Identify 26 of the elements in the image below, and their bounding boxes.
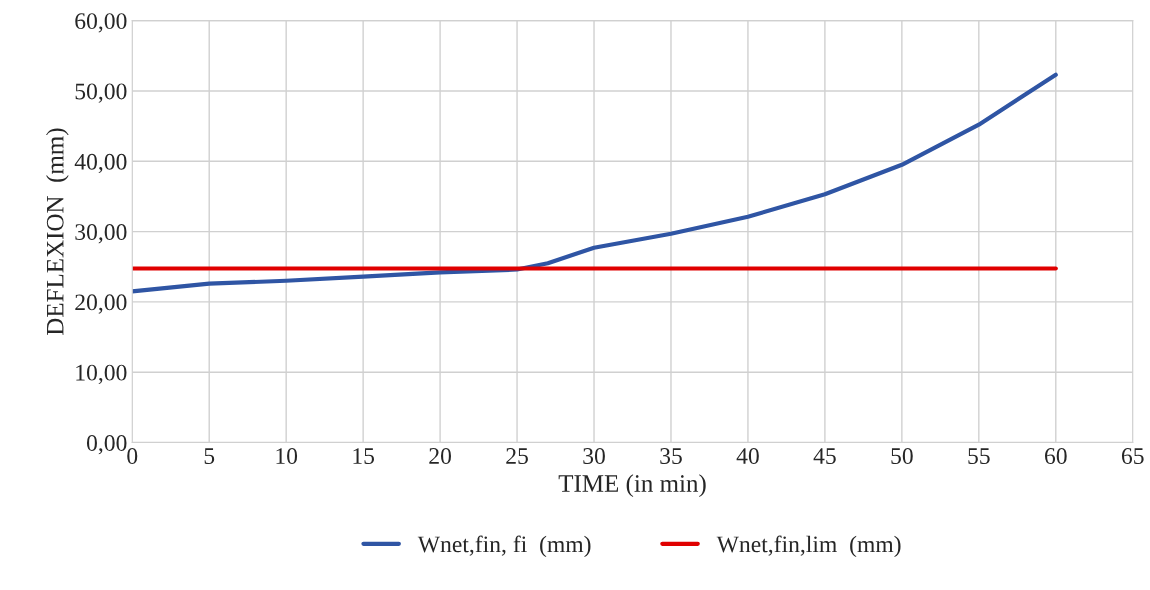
x-tick-label: 0 — [127, 448, 138, 464]
x-tick-label: 40 — [736, 448, 759, 464]
line-series — [132, 72, 1058, 294]
x-tick-label: 35 — [660, 448, 682, 464]
x-tick-label: 15 — [353, 448, 375, 464]
x-tick-label: 25 — [506, 448, 528, 464]
y-tick-label: 30,00 — [75, 224, 127, 244]
y-tick-label: 50,00 — [75, 83, 127, 103]
x-tick-label: 65 — [1121, 448, 1144, 464]
y-tick-label: 10,00 — [76, 364, 127, 385]
x-tick-label: 45 — [813, 448, 836, 464]
x-tick-label: 55 — [968, 448, 990, 464]
x-tick-label: 10 — [276, 448, 298, 464]
y-tick-label: 60,00 — [75, 13, 127, 33]
y-tick-label: 40,00 — [74, 153, 127, 174]
legend-label: Wnet,fin,lim (mm) — [716, 535, 901, 558]
x-tick-label: 50 — [891, 448, 913, 464]
x-axis-title: TIME (in min) — [558, 474, 706, 497]
y-axis-title: DEFLEXION (mm) — [46, 128, 69, 335]
x-tick-label: 20 — [429, 448, 451, 464]
x-tick-label: 60 — [1045, 448, 1067, 464]
y-tick-label: 0,00 — [86, 434, 127, 455]
x-tick-label: 5 — [204, 448, 215, 464]
legend-label: Wnet,fin, fi (mm) — [417, 535, 591, 558]
x-tick-label: 30 — [583, 448, 605, 464]
y-tick-label: 20,00 — [75, 294, 127, 314]
